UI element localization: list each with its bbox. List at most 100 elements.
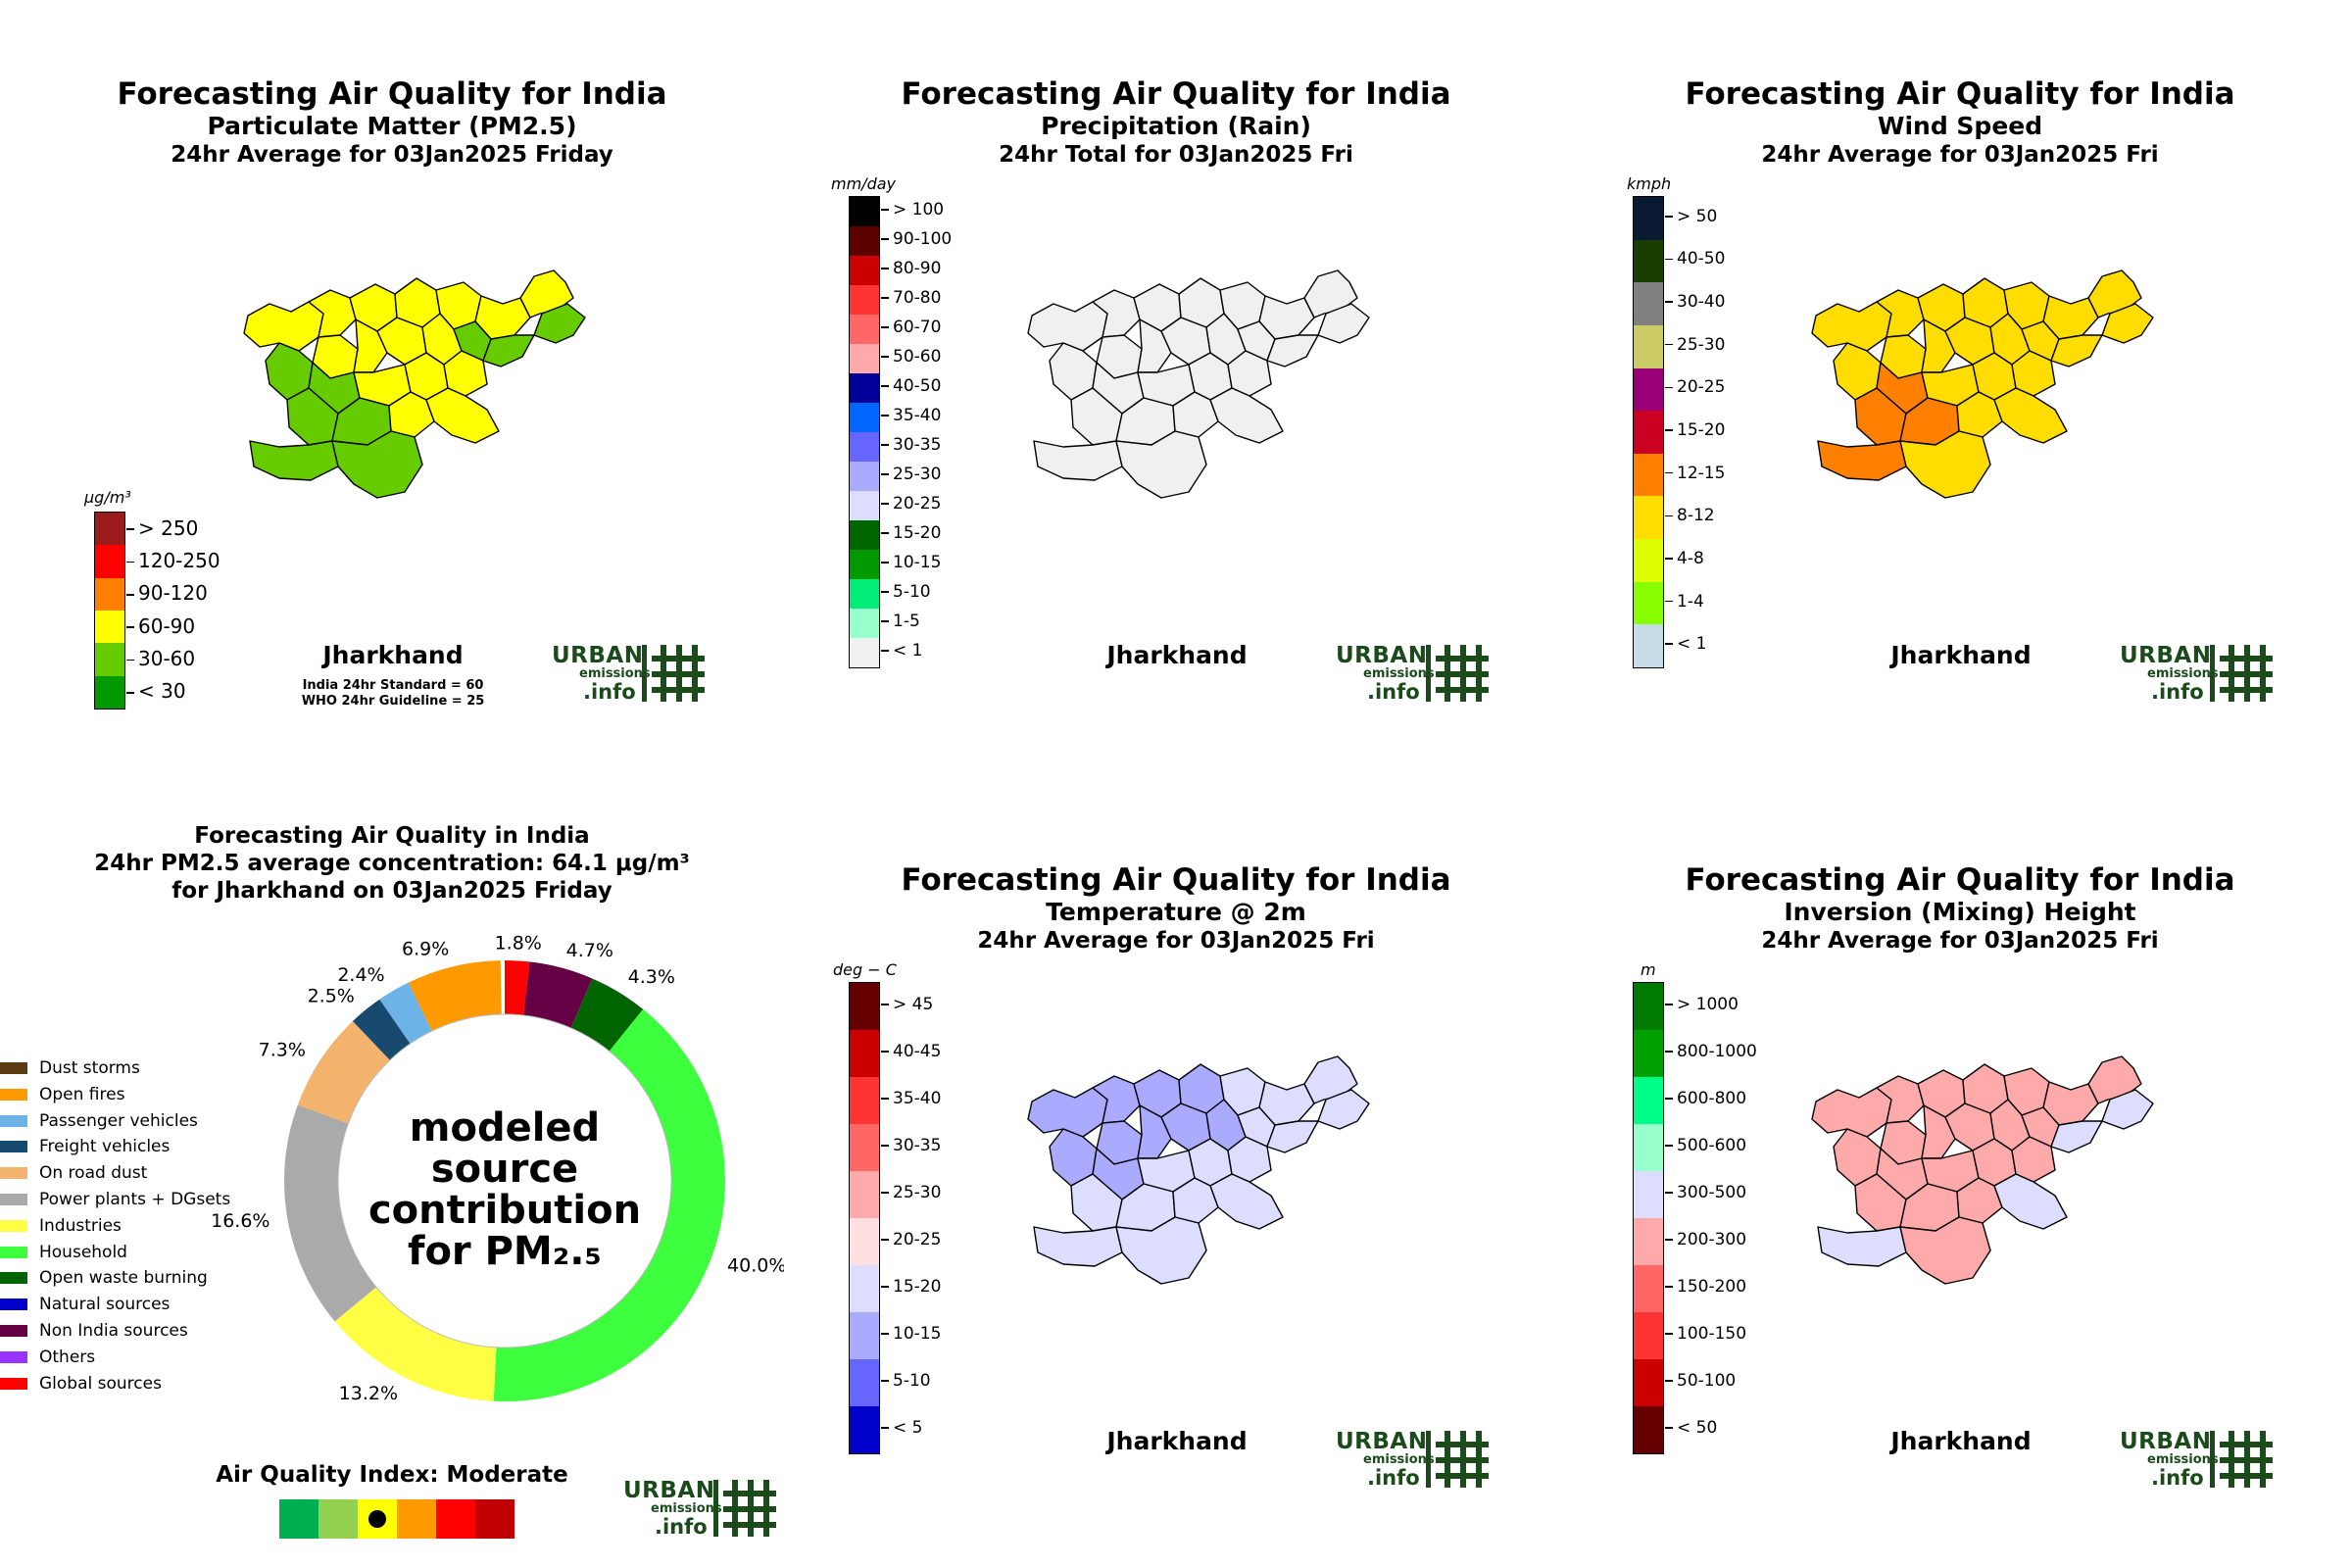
colorbar-label: 4-8 bbox=[1665, 549, 1704, 568]
district-shape bbox=[1092, 1075, 1141, 1124]
legend-item: Freight vehicles bbox=[0, 1137, 170, 1156]
colorbar-label: 80-90 bbox=[881, 259, 941, 278]
panel-period: 24hr Average for 03Jan2025 Fri bbox=[1761, 142, 2159, 168]
district-shape bbox=[2087, 1055, 2142, 1104]
colorbar-label: > 100 bbox=[881, 200, 944, 220]
colorbar-swatch bbox=[850, 373, 879, 403]
district-shape bbox=[1115, 430, 1207, 499]
colorbar-label: 1-5 bbox=[881, 612, 920, 631]
legend-label: Power plants + DGsets bbox=[39, 1190, 231, 1209]
colorbar-label: 10-15 bbox=[881, 553, 941, 572]
donut-slice bbox=[493, 1008, 726, 1401]
colorbar-label: 70-80 bbox=[881, 288, 941, 308]
district-shape bbox=[243, 301, 324, 352]
colorbar-swatch bbox=[1634, 453, 1663, 497]
district-shape bbox=[1817, 1226, 1907, 1267]
colorbar-swatch bbox=[1634, 1030, 1663, 1077]
colorbar-swatch bbox=[95, 577, 124, 611]
colorbar-label: 300-500 bbox=[1665, 1183, 1746, 1202]
donut-slice bbox=[379, 982, 432, 1044]
source-title-3: for Jharkhand on 03Jan2025 Friday bbox=[172, 878, 612, 904]
district-shape bbox=[1266, 334, 1319, 368]
panel-subtitle: Particulate Matter (PM2.5) bbox=[207, 112, 577, 140]
wind-map bbox=[1811, 270, 2154, 499]
colorbar-label: 5-10 bbox=[881, 1371, 931, 1391]
legend-item: Power plants + DGsets bbox=[0, 1190, 230, 1209]
colorbar-label: 15-20 bbox=[881, 1277, 941, 1297]
district-shape bbox=[1811, 301, 1892, 352]
district-shape bbox=[249, 440, 339, 481]
legend-swatch bbox=[0, 1219, 27, 1232]
colorbar-label: 25-30 bbox=[881, 1183, 941, 1202]
slice-percent-label: 13.2% bbox=[339, 1383, 398, 1404]
slice-percent-label: 2.4% bbox=[337, 964, 384, 986]
state-name: Jharkhand bbox=[322, 641, 464, 669]
urban-emissions-logo: URBAN emissions .info bbox=[2120, 643, 2273, 704]
colorbar-label: 30-60 bbox=[126, 647, 195, 670]
colorbar-swatch bbox=[1634, 1218, 1663, 1265]
state-name: Jharkhand bbox=[1106, 1427, 1248, 1455]
legend-label: On road dust bbox=[39, 1163, 148, 1184]
colorbar-swatch bbox=[850, 197, 879, 226]
donut-slice bbox=[570, 978, 644, 1052]
colorbar-label: 30-35 bbox=[881, 435, 941, 455]
colorbar-swatch bbox=[1634, 496, 1663, 539]
urban-emissions-logo: URBAN emissions .info bbox=[1336, 643, 1489, 704]
donut-slice bbox=[523, 961, 593, 1028]
donut-slice bbox=[352, 999, 411, 1060]
colorbar-swatch bbox=[850, 315, 879, 344]
colorbar-label: > 1000 bbox=[1665, 995, 1739, 1014]
colorbar-swatch bbox=[1634, 1406, 1663, 1453]
colorbar-swatch bbox=[1634, 324, 1663, 368]
panel-wind: Forecasting Air Quality for India Wind S… bbox=[1568, 0, 2352, 784]
colorbar-swatch bbox=[850, 520, 879, 550]
colorbar-label: 35-40 bbox=[881, 1089, 941, 1108]
unit-label: m bbox=[1641, 960, 1656, 979]
colorbar-swatch bbox=[850, 1218, 879, 1265]
colorbar-label: 90-120 bbox=[126, 581, 208, 605]
mixing-map bbox=[1811, 1055, 2154, 1285]
district-shape bbox=[1876, 289, 1925, 338]
state-name: Jharkhand bbox=[1890, 641, 2032, 669]
legend-item: Passenger vehicles bbox=[0, 1111, 198, 1131]
colorbar-swatch bbox=[850, 1265, 879, 1312]
donut-center-text: modeled source contribution for PM₂.₅ bbox=[368, 1105, 642, 1274]
district-shape bbox=[1115, 1216, 1207, 1285]
wind-colorbar bbox=[1633, 196, 1664, 668]
colorbar-label: 100-150 bbox=[1665, 1324, 1746, 1344]
district-shape bbox=[1303, 1055, 1358, 1104]
panel-title: Forecasting Air Quality for India bbox=[901, 862, 1451, 898]
colorbar-swatch bbox=[95, 643, 124, 676]
colorbar-label: 90-100 bbox=[881, 229, 952, 249]
legend-swatch bbox=[0, 1114, 27, 1127]
temp-colorbar bbox=[849, 982, 880, 1454]
colorbar-label: 40-50 bbox=[1665, 249, 1725, 269]
colorbar-label: 20-25 bbox=[881, 494, 941, 514]
colorbar-label: 35-40 bbox=[881, 406, 941, 425]
colorbar-swatch bbox=[850, 983, 879, 1030]
legend-label: Freight vehicles bbox=[39, 1137, 171, 1157]
aqi-category-cell bbox=[279, 1499, 318, 1539]
legend-label: Others bbox=[39, 1347, 96, 1367]
panel-subtitle: Temperature @ 2m bbox=[1046, 898, 1306, 926]
colorbar-label: > 250 bbox=[126, 516, 198, 540]
donut-hole bbox=[337, 1013, 672, 1348]
panel-title: Forecasting Air Quality for India bbox=[117, 76, 667, 112]
colorbar-label: < 5 bbox=[881, 1418, 922, 1438]
panel-rain: Forecasting Air Quality for India Precip… bbox=[784, 0, 1568, 784]
colorbar-swatch bbox=[1634, 282, 1663, 325]
district-shape bbox=[1993, 1173, 2068, 1230]
panel-subtitle: Precipitation (Rain) bbox=[1041, 112, 1311, 140]
colorbar-label: 12-15 bbox=[1665, 464, 1725, 483]
unit-label: kmph bbox=[1627, 174, 1672, 193]
district-shape bbox=[425, 387, 500, 444]
colorbar-swatch bbox=[1634, 983, 1663, 1030]
slice-percent-label: 7.3% bbox=[259, 1040, 306, 1061]
legend-swatch bbox=[0, 1194, 27, 1205]
panel-pm25: Forecasting Air Quality for India Partic… bbox=[0, 0, 784, 784]
colorbar-label: < 30 bbox=[126, 679, 186, 703]
district-shape bbox=[1209, 1173, 1284, 1230]
panel-title: Forecasting Air Quality for India bbox=[1685, 76, 2235, 112]
district-shape bbox=[1899, 1216, 1991, 1285]
slice-percent-label: 16.6% bbox=[211, 1210, 270, 1232]
